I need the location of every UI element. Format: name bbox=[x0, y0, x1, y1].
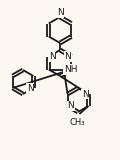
Text: N: N bbox=[57, 8, 63, 17]
Text: N: N bbox=[65, 52, 71, 61]
Text: N: N bbox=[27, 84, 33, 92]
Text: N: N bbox=[49, 52, 55, 61]
Text: NH: NH bbox=[64, 65, 77, 74]
Text: N: N bbox=[68, 101, 74, 111]
Text: N: N bbox=[82, 89, 88, 99]
Text: CH₃: CH₃ bbox=[70, 118, 85, 127]
